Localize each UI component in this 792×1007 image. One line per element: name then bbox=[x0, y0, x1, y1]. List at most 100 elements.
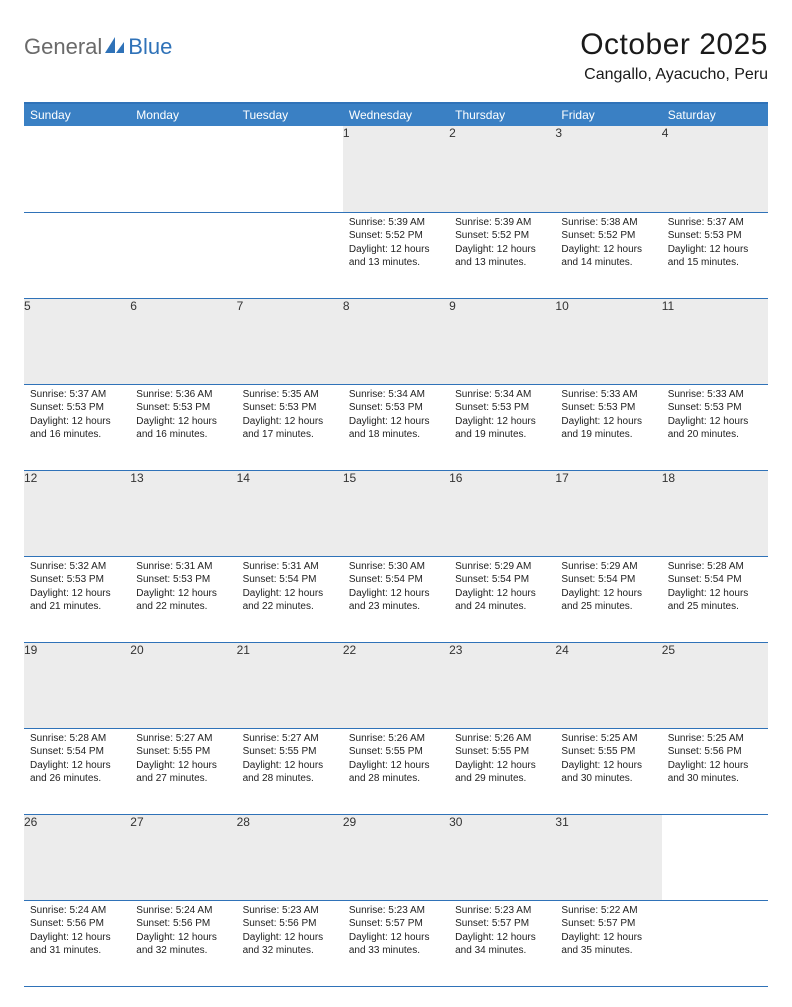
sunrise-line: Sunrise: 5:33 AM bbox=[561, 389, 637, 400]
sunrise-line: Sunrise: 5:37 AM bbox=[30, 389, 106, 400]
sunset-line: Sunset: 5:55 PM bbox=[136, 746, 210, 757]
day-cell bbox=[237, 212, 343, 298]
day-cell: Sunrise: 5:34 AMSunset: 5:53 PMDaylight:… bbox=[343, 384, 449, 470]
sunset-line: Sunset: 5:56 PM bbox=[136, 918, 210, 929]
day-number-row: 19202122232425 bbox=[24, 642, 768, 728]
sunrise-line: Sunrise: 5:39 AM bbox=[455, 217, 531, 228]
day-cell: Sunrise: 5:37 AMSunset: 5:53 PMDaylight:… bbox=[24, 384, 130, 470]
daylight-line: Daylight: 12 hours and 31 minutes. bbox=[30, 932, 111, 957]
day-number: 13 bbox=[130, 470, 236, 556]
day-number: 8 bbox=[343, 298, 449, 384]
sunrise-line: Sunrise: 5:39 AM bbox=[349, 217, 425, 228]
day-number: 18 bbox=[662, 470, 768, 556]
daylight-line: Daylight: 12 hours and 24 minutes. bbox=[455, 588, 536, 613]
day-cell: Sunrise: 5:34 AMSunset: 5:53 PMDaylight:… bbox=[449, 384, 555, 470]
daylight-line: Daylight: 12 hours and 14 minutes. bbox=[561, 244, 642, 269]
day-cell bbox=[24, 212, 130, 298]
sunrise-line: Sunrise: 5:24 AM bbox=[136, 905, 212, 916]
sunrise-line: Sunrise: 5:32 AM bbox=[30, 561, 106, 572]
day-number: 6 bbox=[130, 298, 236, 384]
day-number-row: 262728293031 bbox=[24, 814, 768, 900]
sunset-line: Sunset: 5:57 PM bbox=[349, 918, 423, 929]
sunset-line: Sunset: 5:52 PM bbox=[349, 230, 423, 241]
sunrise-line: Sunrise: 5:26 AM bbox=[455, 733, 531, 744]
daylight-line: Daylight: 12 hours and 20 minutes. bbox=[668, 416, 749, 441]
sunset-line: Sunset: 5:53 PM bbox=[668, 402, 742, 413]
calendar-page: General Blue October 2025 Cangallo, Ayac… bbox=[0, 0, 792, 1007]
day-cell: Sunrise: 5:26 AM Sunset: 5:55 PM Daylight:… bbox=[449, 728, 555, 814]
sunset-line: Sunset: 5:53 PM bbox=[30, 574, 104, 585]
daylight-line: Daylight: 12 hours and 25 minutes. bbox=[561, 588, 642, 613]
sunset-line: Sunset: 5:55 PM bbox=[349, 746, 423, 757]
day-cell: Sunrise: 5:22 AMSunset: 5:57 PMDaylight:… bbox=[555, 900, 661, 986]
col-thursday: Thursday bbox=[449, 104, 555, 126]
daylight-line: Daylight: 12 hours and 16 minutes. bbox=[136, 416, 217, 441]
day-number: 15 bbox=[343, 470, 449, 556]
sunset-line: Sunset: 5:53 PM bbox=[668, 230, 742, 241]
col-sunday: Sunday bbox=[24, 104, 130, 126]
sunrise-line: Sunrise: 5:24 AM bbox=[30, 905, 106, 916]
day-number: 9 bbox=[449, 298, 555, 384]
sunset-line: Sunset: 5:53 PM bbox=[243, 402, 317, 413]
day-cell: Sunrise: 5:32 AM Sunset: 5:53 PM Daylight:… bbox=[24, 556, 130, 642]
sunrise-line: Sunrise: 5:34 AM bbox=[455, 389, 531, 400]
sunset-line: Sunset: 5:53 PM bbox=[349, 402, 423, 413]
daylight-line: Daylight: 12 hours and 16 minutes. bbox=[30, 416, 111, 441]
day-cell: Sunrise: 5:36 AM Sunset: 5:53 PM Daylight:… bbox=[130, 384, 236, 470]
daylight-line: Daylight: 12 hours and 33 minutes. bbox=[349, 932, 430, 957]
week-row: Sunrise: 5:28 AMSunset: 5:54 PMDaylight:… bbox=[24, 728, 768, 814]
sunrise-line: Sunrise: 5:34 AM bbox=[349, 389, 425, 400]
day-number: 11 bbox=[662, 298, 768, 384]
daylight-line: Daylight: 12 hours and 32 minutes. bbox=[243, 932, 324, 957]
sunrise-line: Sunrise: 5:28 AM bbox=[668, 561, 744, 572]
day-cell: Sunrise: 5:27 AMSunset: 5:55 PMDaylight:… bbox=[237, 728, 343, 814]
sunrise-line: Sunrise: 5:29 AM bbox=[561, 561, 637, 572]
calendar-table: Sunday Monday Tuesday Wednesday Thursday… bbox=[24, 104, 768, 987]
daylight-line: Daylight: 12 hours and 19 minutes. bbox=[455, 416, 536, 441]
day-cell: Sunrise: 5:31 AMSunset: 5:53 PMDaylight:… bbox=[130, 556, 236, 642]
daylight-line: Daylight: 12 hours and 17 minutes. bbox=[243, 416, 324, 441]
sunset-line: Sunset: 5:56 PM bbox=[243, 918, 317, 929]
day-number bbox=[24, 126, 130, 212]
sunrise-line: Sunrise: 5:25 AM bbox=[668, 733, 744, 744]
sunset-line: Sunset: 5:52 PM bbox=[455, 230, 529, 241]
sunset-line: Sunset: 5:55 PM bbox=[243, 746, 317, 757]
daylight-line: Daylight: 12 hours and 13 minutes. bbox=[349, 244, 430, 269]
day-number-row: 567891011 bbox=[24, 298, 768, 384]
daylight-line: Daylight: 12 hours and 22 minutes. bbox=[243, 588, 324, 613]
sunset-line: Sunset: 5:55 PM bbox=[561, 746, 635, 757]
sunrise-line: Sunrise: 5:27 AM bbox=[243, 733, 319, 744]
sunset-line: Sunset: 5:57 PM bbox=[455, 918, 529, 929]
sunrise-line: Sunrise: 5:23 AM bbox=[455, 905, 531, 916]
day-cell: Sunrise: 5:33 AMSunset: 5:53 PMDaylight:… bbox=[555, 384, 661, 470]
day-cell: Sunrise: 5:24 AM Sunset: 5:56 PM Daylight:… bbox=[24, 900, 130, 986]
day-number bbox=[662, 814, 768, 900]
daylight-line: Daylight: 12 hours and 13 minutes. bbox=[455, 244, 536, 269]
sunrise-line: Sunrise: 5:23 AM bbox=[349, 905, 425, 916]
sunrise-line: Sunrise: 5:35 AM bbox=[243, 389, 319, 400]
day-number: 20 bbox=[130, 642, 236, 728]
day-number: 19 bbox=[24, 642, 130, 728]
day-cell bbox=[130, 212, 236, 298]
day-cell: Sunrise: 5:33 AMSunset: 5:53 PMDaylight:… bbox=[662, 384, 768, 470]
sunset-line: Sunset: 5:53 PM bbox=[136, 402, 210, 413]
sunrise-line: Sunrise: 5:36 AM bbox=[136, 389, 212, 400]
title-block: October 2025 Cangallo, Ayacucho, Peru bbox=[580, 28, 768, 84]
day-number: 25 bbox=[662, 642, 768, 728]
week-row: Sunrise: 5:32 AM Sunset: 5:53 PM Daylight:… bbox=[24, 556, 768, 642]
day-number: 10 bbox=[555, 298, 661, 384]
daylight-line: Daylight: 12 hours and 21 minutes. bbox=[30, 588, 111, 613]
daylight-line: Daylight: 12 hours and 29 minutes. bbox=[455, 760, 536, 785]
sunset-line: Sunset: 5:53 PM bbox=[136, 574, 210, 585]
day-cell: Sunrise: 5:23 AMSunset: 5:57 PMDaylight:… bbox=[449, 900, 555, 986]
sunset-line: Sunset: 5:56 PM bbox=[30, 918, 104, 929]
sunset-line: Sunset: 5:55 PM bbox=[455, 746, 529, 757]
day-number: 4 bbox=[662, 126, 768, 212]
week-row: Sunrise: 5:39 AM Sunset: 5:52 PM Daylight:… bbox=[24, 212, 768, 298]
sunrise-line: Sunrise: 5:25 AM bbox=[561, 733, 637, 744]
day-number: 12 bbox=[24, 470, 130, 556]
day-number: 23 bbox=[449, 642, 555, 728]
day-number: 29 bbox=[343, 814, 449, 900]
daylight-line: Daylight: 12 hours and 32 minutes. bbox=[136, 932, 217, 957]
day-number: 16 bbox=[449, 470, 555, 556]
